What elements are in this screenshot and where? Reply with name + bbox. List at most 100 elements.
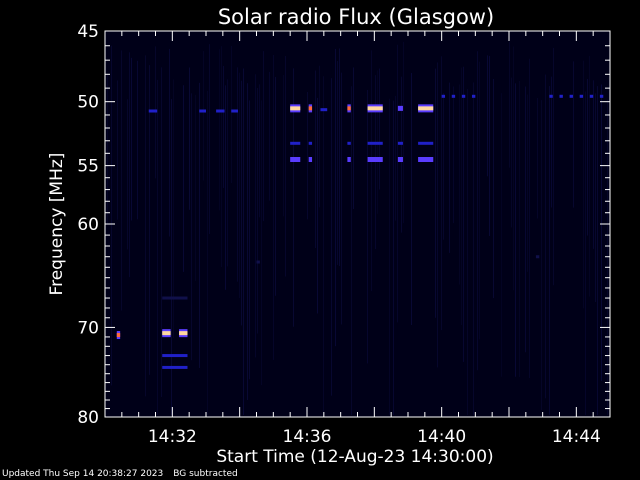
background-streak	[323, 76, 324, 415]
background-streak	[335, 48, 336, 347]
background-streak	[207, 90, 208, 416]
background-streak	[477, 51, 478, 371]
background-streak	[353, 67, 354, 210]
background-streak	[479, 61, 480, 340]
bg-subtracted-note: BG subtracted	[173, 469, 238, 479]
background-streak	[341, 72, 342, 325]
emission-segment	[397, 156, 403, 162]
background-streak	[541, 100, 542, 411]
emission-segment	[549, 94, 553, 98]
background-streak	[337, 61, 338, 265]
background-streak	[173, 79, 174, 339]
background-streak	[131, 57, 132, 221]
emission-segment	[162, 354, 188, 358]
background-streak	[257, 87, 258, 334]
emission-segment	[461, 94, 466, 98]
emission-segment	[162, 365, 188, 369]
background-streak	[225, 85, 226, 290]
emission-segment	[231, 109, 238, 113]
background-streak	[183, 85, 184, 272]
x-axis: 14:32 14:36 14:40 14:44	[121, 31, 601, 447]
background-streak	[107, 74, 108, 224]
background-streak	[487, 55, 488, 177]
emission-segment	[451, 94, 456, 98]
background-streak	[493, 79, 494, 299]
emission-segment	[148, 109, 158, 113]
background-streak	[467, 88, 468, 416]
background-streak	[459, 84, 460, 285]
background-streak	[307, 92, 308, 220]
y-tick-label: 50	[77, 93, 99, 113]
x-axis-label: Start Time (12-Aug-23 14:30:00)	[216, 447, 493, 467]
background-streak	[461, 67, 462, 325]
background-streak	[401, 76, 402, 233]
emission-segment	[471, 94, 476, 98]
background-streak	[551, 76, 552, 208]
background-streak	[351, 86, 352, 415]
background-streak	[293, 68, 294, 327]
background-streak	[231, 45, 232, 184]
background-streak	[285, 56, 286, 277]
chart-title: Solar radio Flux (Glasgow)	[218, 5, 494, 29]
background-streak	[261, 100, 262, 386]
background-streak	[283, 75, 284, 217]
background-streak	[515, 83, 516, 377]
emission-segment	[290, 141, 301, 145]
background-streak	[189, 67, 190, 210]
background-streak	[441, 56, 442, 331]
burst-core	[179, 331, 188, 336]
y-tick-label: 70	[77, 318, 99, 338]
background-streak	[583, 60, 584, 309]
background-streak	[403, 41, 404, 224]
background-streak	[585, 91, 586, 415]
background-streak	[121, 50, 122, 311]
emission-segment	[589, 94, 594, 98]
burst-core	[116, 333, 121, 338]
x-tick-label: 14:40	[417, 427, 466, 447]
background-streak	[553, 47, 554, 286]
background-streak	[237, 67, 238, 282]
emission-segment	[569, 94, 573, 98]
background-streak	[317, 97, 318, 314]
background-streak	[593, 80, 594, 249]
background-streak	[573, 61, 574, 208]
background-streak	[443, 92, 444, 240]
background-streak	[331, 78, 332, 396]
emission-segment	[162, 296, 188, 300]
emission-segment	[397, 141, 403, 145]
y-tick-label: 45	[77, 22, 99, 42]
background-streak	[463, 66, 464, 362]
emission-segment	[579, 94, 584, 98]
emission-segment	[216, 109, 225, 113]
background-streak	[169, 48, 170, 237]
background-streak	[537, 97, 538, 219]
background-streak	[191, 93, 192, 361]
background-streak	[607, 99, 608, 416]
emission-segment	[418, 156, 434, 162]
background-streak	[525, 86, 526, 353]
burst-core	[418, 106, 434, 111]
background-streak	[511, 77, 512, 228]
emission-segment	[367, 141, 383, 145]
background-streak	[473, 82, 474, 415]
emission-segment	[308, 141, 313, 145]
background-streak	[203, 51, 204, 181]
emission-segment	[308, 156, 313, 162]
background-streak	[243, 68, 244, 416]
background-streak	[263, 51, 264, 222]
background-streak	[545, 74, 546, 399]
emission-segment	[535, 255, 540, 259]
background-streak	[117, 80, 118, 220]
background-streak	[395, 95, 396, 221]
background-streak	[223, 65, 224, 188]
background-streak	[145, 55, 146, 397]
background-streak	[269, 71, 270, 201]
burst-core	[290, 106, 301, 111]
background-streak	[489, 55, 490, 237]
burst-core	[162, 331, 171, 336]
background-streak	[595, 93, 596, 303]
background-streak	[589, 55, 590, 297]
x-tick-label: 14:36	[283, 427, 332, 447]
background-streak	[601, 84, 602, 381]
